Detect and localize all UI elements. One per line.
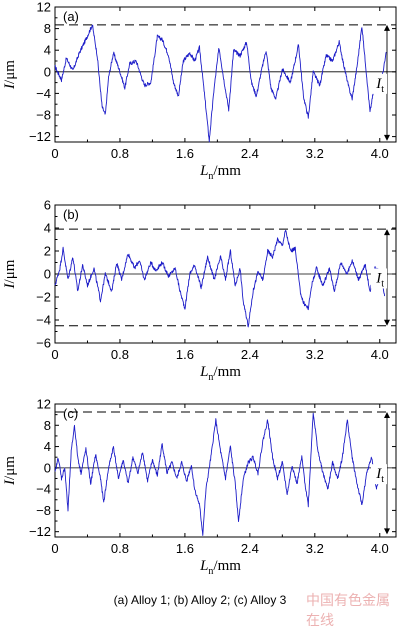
- y-tick-label: −8: [36, 108, 51, 123]
- y-tick-label: −8: [36, 503, 51, 518]
- y-tick-label: −6: [36, 336, 51, 351]
- figure-caption: (a) Alloy 1; (b) Alloy 2; (c) Alloy 3: [113, 593, 287, 607]
- y-axis-label: I/μm: [2, 456, 18, 486]
- x-tick-label: 0.8: [111, 347, 129, 362]
- it-label: It: [375, 270, 384, 289]
- y-tick-label: 4: [44, 43, 51, 58]
- profile-trace: [54, 412, 386, 536]
- it-arrow-bottom: [384, 528, 390, 535]
- x-tick-label: 2.4: [241, 541, 259, 556]
- plot-frame: [54, 403, 397, 538]
- x-tick-label: 3.2: [306, 146, 324, 161]
- y-tick-label: −12: [29, 129, 51, 144]
- it-label: It: [375, 466, 384, 485]
- y-axis-label: I/μm: [2, 259, 18, 289]
- x-axis-label: Ln/mm: [199, 163, 241, 182]
- y-tick-label: 0: [44, 64, 51, 79]
- panel-label: (b): [63, 207, 79, 222]
- x-tick-label: 1.6: [176, 146, 194, 161]
- x-tick-label: 0: [51, 541, 58, 556]
- panel-label: (c): [63, 406, 78, 421]
- x-tick-label: 4.0: [371, 541, 389, 556]
- x-tick-label: 3.2: [306, 347, 324, 362]
- y-tick-label: 12: [37, 397, 51, 412]
- y-tick-label: 8: [44, 21, 51, 36]
- it-label-bg: [371, 268, 387, 289]
- it-arrow-top: [384, 24, 390, 31]
- y-tick-label: −2: [36, 290, 51, 305]
- y-tick-label: 2: [44, 244, 51, 259]
- x-tick-label: 0: [51, 146, 58, 161]
- x-tick-label: 1.6: [176, 347, 194, 362]
- y-tick-label: 12: [37, 0, 51, 15]
- y-tick-label: 8: [44, 418, 51, 433]
- x-tick-label: 0.8: [111, 146, 129, 161]
- y-tick-label: 6: [44, 198, 51, 213]
- x-axis-label: Ln/mm: [199, 364, 241, 383]
- x-tick-label: 1.6: [176, 541, 194, 556]
- y-tick-label: −4: [36, 482, 51, 497]
- watermark: 中国有色金属在线: [306, 593, 390, 629]
- it-arrow-bottom: [384, 134, 390, 141]
- x-tick-label: 2.4: [241, 146, 259, 161]
- y-axis-label: I/μm: [2, 60, 18, 90]
- y-tick-label: −12: [29, 524, 51, 539]
- it-arrow-top: [384, 229, 390, 236]
- x-tick-label: 0.8: [111, 541, 129, 556]
- plot-frame: [54, 6, 397, 143]
- profile-trace: [54, 24, 387, 143]
- y-tick-label: 0: [44, 267, 51, 282]
- y-tick-label: 4: [44, 439, 51, 454]
- x-axis-label: Ln/mm: [199, 558, 241, 577]
- x-tick-label: 0: [51, 347, 58, 362]
- it-arrow-bottom: [384, 319, 390, 326]
- panel-label: (a): [63, 9, 79, 24]
- x-tick-label: 3.2: [306, 541, 324, 556]
- x-tick-label: 4.0: [371, 146, 389, 161]
- it-label-bg: [371, 73, 387, 94]
- it-label: It: [375, 76, 384, 95]
- y-tick-label: −4: [36, 313, 51, 328]
- y-tick-label: −4: [36, 86, 51, 101]
- profile-trace: [54, 229, 386, 328]
- y-tick-label: 4: [44, 221, 51, 236]
- it-label-bg: [371, 464, 387, 485]
- x-tick-label: 2.4: [241, 347, 259, 362]
- x-tick-label: 4.0: [371, 347, 389, 362]
- it-arrow-top: [384, 411, 390, 418]
- y-tick-label: 0: [44, 460, 51, 475]
